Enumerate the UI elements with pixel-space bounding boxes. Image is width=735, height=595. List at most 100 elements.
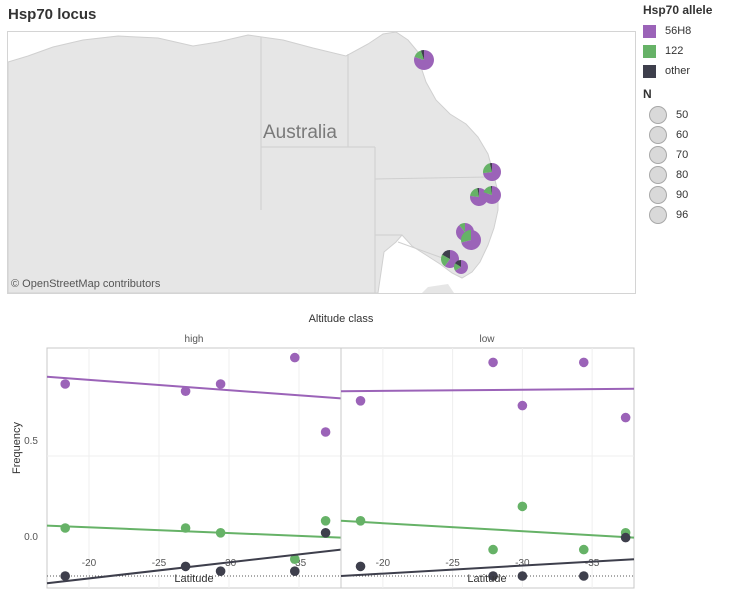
- pie-slice: [455, 260, 468, 274]
- allele-legend-item[interactable]: 122: [643, 41, 733, 61]
- data-point-other[interactable]: [355, 561, 366, 572]
- allele-legend-label: 122: [665, 45, 684, 57]
- y-tick-label: 0.5: [24, 436, 38, 447]
- x-tick-label: -20: [376, 558, 391, 569]
- data-point-56H8[interactable]: [620, 412, 631, 423]
- data-point-122[interactable]: [290, 554, 300, 564]
- size-circle: [649, 106, 667, 124]
- site-pie[interactable]: [482, 163, 502, 182]
- data-point-122[interactable]: [180, 523, 191, 533]
- data-point-other[interactable]: [620, 532, 631, 543]
- panel-low: -20 -25 -30 -35: [340, 347, 635, 589]
- data-point-56H8[interactable]: [290, 352, 300, 363]
- data-point-56H8[interactable]: [355, 396, 366, 406]
- size-legend-item[interactable]: 96: [643, 205, 733, 225]
- pie-slice: [442, 250, 450, 259]
- data-point-56H8[interactable]: [180, 386, 191, 396]
- allele-legend-item[interactable]: 56H8: [643, 21, 733, 41]
- data-point-56H8[interactable]: [60, 379, 70, 389]
- color-swatch: [643, 24, 656, 38]
- data-point-122[interactable]: [215, 528, 226, 538]
- pie-slice: [461, 230, 481, 250]
- state-borders: [260, 37, 489, 293]
- data-point-56H8[interactable]: [215, 379, 226, 389]
- size-circle: [649, 186, 667, 204]
- size-legend-item[interactable]: 70: [643, 145, 733, 165]
- pie-slice: [482, 163, 492, 174]
- size-legend-label: 80: [676, 169, 689, 181]
- australia-landmass: [8, 32, 499, 293]
- x-axis-title: Latitude: [174, 573, 213, 585]
- site-pie[interactable]: [454, 260, 468, 274]
- data-point-other[interactable]: [290, 566, 300, 576]
- data-point-122[interactable]: [488, 544, 498, 555]
- trend-line-other: [46, 548, 342, 585]
- size-legend-item[interactable]: 60: [643, 125, 733, 145]
- pie-slice: [414, 50, 424, 60]
- pie-slice: [454, 263, 461, 271]
- data-point-122[interactable]: [517, 501, 528, 512]
- site-pie[interactable]: [483, 186, 502, 204]
- data-point-other[interactable]: [180, 561, 191, 572]
- size-legend-item[interactable]: 80: [643, 165, 733, 185]
- pie-markers[interactable]: [414, 50, 502, 274]
- site-pie[interactable]: [461, 230, 481, 250]
- allele-legend-label: 56H8: [665, 25, 692, 37]
- size-legend-label: 96: [676, 209, 689, 221]
- pie-slice: [483, 186, 492, 195]
- x-tick-label: -25: [152, 558, 167, 569]
- data-point-56H8[interactable]: [578, 357, 589, 368]
- trend-line-56H8: [46, 375, 342, 400]
- data-point-122[interactable]: [355, 516, 366, 526]
- data-point-other[interactable]: [488, 571, 498, 581]
- data-point-other[interactable]: [517, 571, 528, 581]
- site-pie[interactable]: [414, 50, 435, 70]
- size-circle: [649, 146, 667, 164]
- country-label: Australia: [263, 122, 337, 143]
- size-legend-label: 70: [676, 149, 689, 161]
- size-circle: [649, 166, 667, 184]
- size-legend-label: 90: [676, 189, 689, 201]
- pie-slice: [483, 163, 502, 182]
- data-point-other[interactable]: [60, 571, 70, 581]
- panel-header-low: low: [479, 334, 495, 345]
- tasmania-hint: [422, 284, 454, 293]
- data-point-56H8[interactable]: [320, 427, 331, 437]
- page-title: Hsp70 locus: [8, 6, 97, 23]
- data-point-56H8[interactable]: [488, 357, 498, 368]
- data-point-other[interactable]: [215, 566, 226, 576]
- size-circle: [649, 126, 667, 144]
- data-point-other[interactable]: [578, 571, 589, 581]
- size-legend-item[interactable]: 90: [643, 185, 733, 205]
- allele-legend-title: Hsp70 allele: [643, 3, 713, 17]
- pie-slice: [490, 186, 492, 195]
- size-circle: [649, 206, 667, 224]
- color-swatch: [643, 44, 656, 58]
- y-tick-label: 0.0: [24, 532, 38, 543]
- panel-high: -20 -25 -30 -35: [46, 347, 342, 589]
- data-point-122[interactable]: [578, 544, 589, 555]
- panel-frame: [340, 347, 635, 589]
- size-legend-title: N: [643, 87, 652, 101]
- x-tick-label: -30: [222, 558, 237, 569]
- data-point-other[interactable]: [320, 528, 331, 538]
- size-legend-label: 60: [676, 129, 689, 141]
- pie-slice: [470, 188, 479, 197]
- x-tick-label: -35: [585, 558, 600, 569]
- size-legend-label: 50: [676, 109, 689, 121]
- map-panel[interactable]: Australia © OpenStreetMap contributors: [7, 31, 636, 294]
- legend: Hsp70 allele 56H8 122 other N 50 60 70 8…: [643, 3, 733, 225]
- pie-slice: [459, 223, 465, 232]
- size-legend-item[interactable]: 50: [643, 105, 733, 125]
- data-point-122[interactable]: [60, 523, 70, 533]
- data-point-56H8[interactable]: [517, 400, 528, 411]
- x-tick-label: -20: [82, 558, 97, 569]
- data-point-122[interactable]: [320, 516, 331, 526]
- trend-line-122: [46, 524, 342, 539]
- map-attribution[interactable]: © OpenStreetMap contributors: [11, 278, 161, 290]
- pie-slice: [477, 188, 479, 197]
- x-tick-label: -30: [515, 558, 530, 569]
- frequency-chart: Altitude class high low Frequency 0.5 0.…: [11, 313, 635, 589]
- allele-legend-item[interactable]: other: [643, 61, 733, 81]
- x-axis-title: Latitude: [467, 573, 506, 585]
